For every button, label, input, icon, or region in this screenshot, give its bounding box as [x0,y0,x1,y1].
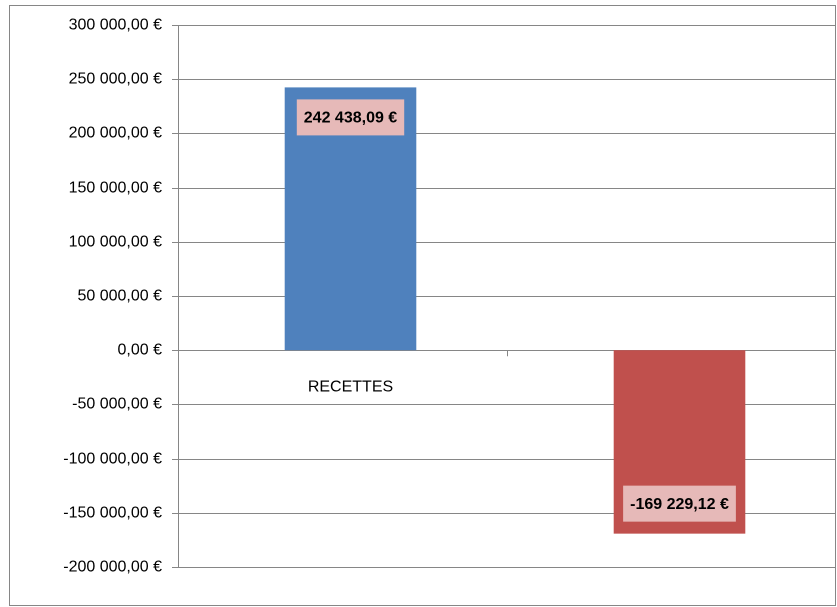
y-tick-label: 250 000,00 € [69,71,163,88]
y-tick-label: 50 000,00 € [77,288,162,305]
y-tick-label: -200 000,00 € [63,559,162,576]
x-tick-label: RECETTES [308,378,393,395]
y-tick-label: -100 000,00 € [63,451,162,468]
y-tick-label: 100 000,00 € [69,234,163,251]
y-tick-label: 0,00 € [118,342,163,359]
data-label: 242 438,09 € [304,110,398,127]
data-label-box [623,485,736,522]
data-label-box [296,99,405,136]
y-tick-label: 150 000,00 € [69,180,163,197]
y-tick-label: -50 000,00 € [72,396,162,413]
y-tick-label: -150 000,00 € [63,505,162,522]
y-tick-label: 200 000,00 € [69,125,163,142]
y-tick-label: 300 000,00 € [69,17,163,34]
data-label: -169 229,12 € [630,496,729,513]
